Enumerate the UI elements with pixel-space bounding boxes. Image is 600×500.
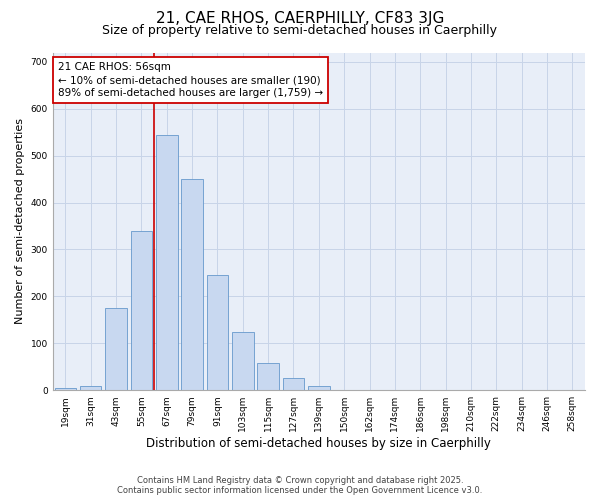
Text: 21 CAE RHOS: 56sqm
← 10% of semi-detached houses are smaller (190)
89% of semi-d: 21 CAE RHOS: 56sqm ← 10% of semi-detache… — [58, 62, 323, 98]
Bar — [131, 230, 152, 390]
Bar — [181, 179, 203, 390]
Bar — [283, 378, 304, 390]
Bar — [257, 363, 279, 390]
Bar — [156, 134, 178, 390]
Bar — [55, 388, 76, 390]
X-axis label: Distribution of semi-detached houses by size in Caerphilly: Distribution of semi-detached houses by … — [146, 437, 491, 450]
Bar — [308, 386, 329, 390]
Bar — [232, 332, 254, 390]
Bar — [206, 276, 228, 390]
Text: Contains HM Land Registry data © Crown copyright and database right 2025.
Contai: Contains HM Land Registry data © Crown c… — [118, 476, 482, 495]
Bar — [80, 386, 101, 390]
Text: 21, CAE RHOS, CAERPHILLY, CF83 3JG: 21, CAE RHOS, CAERPHILLY, CF83 3JG — [156, 11, 444, 26]
Y-axis label: Number of semi-detached properties: Number of semi-detached properties — [15, 118, 25, 324]
Text: Size of property relative to semi-detached houses in Caerphilly: Size of property relative to semi-detach… — [103, 24, 497, 37]
Bar — [105, 308, 127, 390]
